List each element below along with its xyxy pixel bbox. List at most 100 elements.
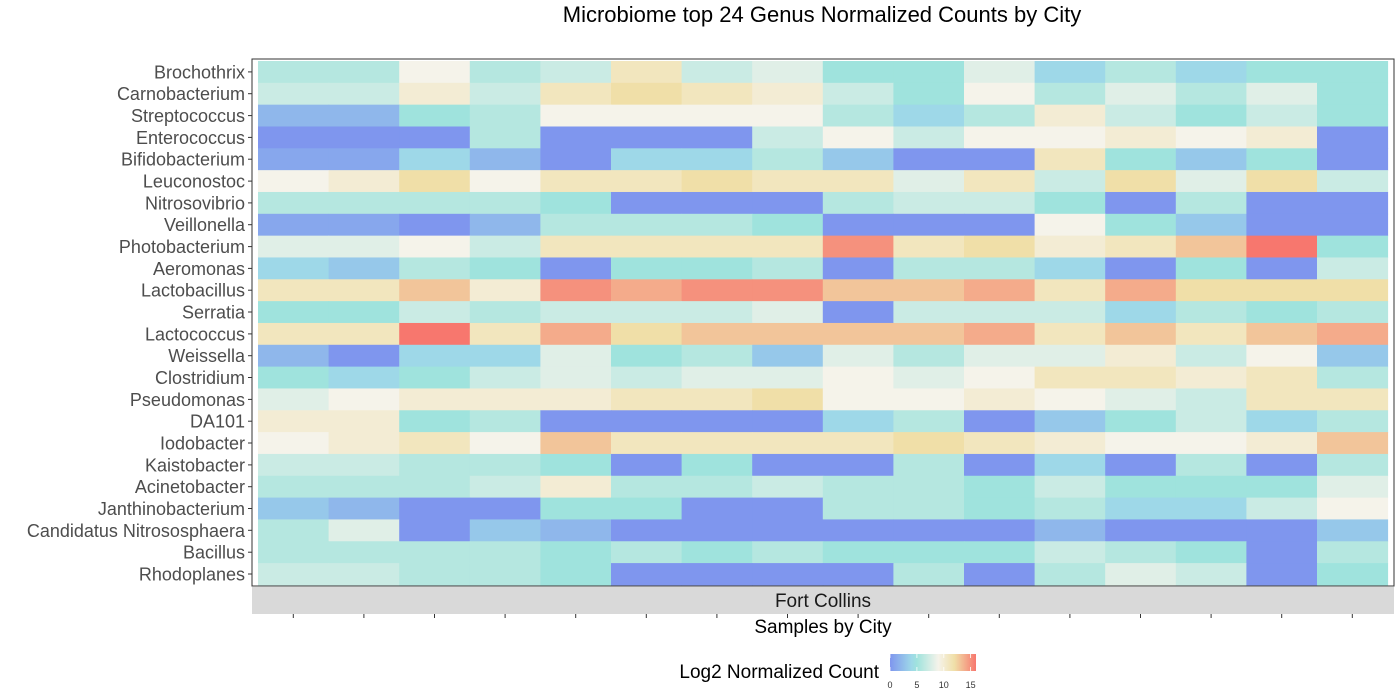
heatmap-cell [258, 126, 330, 149]
legend-ticks: 0 5 10 15 [887, 654, 976, 690]
heatmap-cell [964, 497, 1036, 520]
heatmap-cell [611, 148, 683, 171]
heatmap-cell [611, 541, 683, 564]
heatmap-cell [752, 388, 824, 411]
heatmap-cell [752, 213, 824, 237]
heatmap-cell [328, 148, 400, 171]
heatmap-cell [469, 126, 541, 149]
heatmap-cell [1246, 410, 1318, 433]
heatmap-cell [540, 475, 612, 499]
heatmap-cell [752, 82, 824, 106]
heatmap-cell [469, 497, 541, 520]
heatmap-cell [822, 213, 894, 237]
heatmap-cell [752, 432, 824, 455]
heatmap-cell [399, 322, 471, 346]
heatmap-cell [681, 61, 753, 84]
heatmap-cell [328, 388, 400, 411]
heatmap-cell [1175, 563, 1247, 586]
heatmap-cell [1105, 432, 1177, 455]
heatmap-cell [822, 61, 894, 84]
heatmap-cell [893, 191, 965, 215]
heatmap-cell [1317, 410, 1389, 433]
heatmap-cell [681, 301, 753, 324]
heatmap-cell [258, 301, 330, 324]
heatmap-cell [611, 257, 683, 280]
heatmap-cell [681, 126, 753, 149]
heatmap-cell [328, 563, 400, 586]
heatmap-cell [822, 148, 894, 171]
heatmap-cell [469, 432, 541, 455]
heatmap-cell [1034, 126, 1106, 149]
heatmap-cell [752, 170, 824, 193]
heatmap-cell [752, 191, 824, 215]
heatmap-cell [258, 497, 330, 520]
heatmap-cell [1105, 497, 1177, 520]
heatmap-cell [1175, 126, 1247, 149]
heatmap-cell [399, 191, 471, 215]
heatmap-cell [1034, 301, 1106, 324]
heatmap-cell [1246, 563, 1318, 586]
heatmap-cell [1246, 279, 1318, 302]
heatmap-cell [1317, 344, 1389, 368]
heatmap-cell [611, 410, 683, 433]
genus-label: Photobacterium [119, 237, 245, 257]
heatmap-cell [964, 432, 1036, 455]
heatmap-cell [964, 475, 1036, 499]
heatmap-cell [1105, 453, 1177, 477]
heatmap-cell [1175, 410, 1247, 433]
heatmap-cell [258, 235, 330, 258]
heatmap-cell [1034, 257, 1106, 280]
heatmap-cell [399, 148, 471, 171]
heatmap-cell [540, 191, 612, 215]
heatmap-cell [540, 322, 612, 346]
heatmap-cell [258, 104, 330, 127]
genus-label: Clostridium [155, 368, 245, 388]
heatmap-cell [469, 475, 541, 499]
heatmap-cell [681, 279, 753, 302]
heatmap-cell [1246, 388, 1318, 411]
heatmap-cell [1105, 410, 1177, 433]
heatmap-cell [1317, 541, 1389, 564]
heatmap-cell [1246, 453, 1318, 477]
heatmap-cell [681, 322, 753, 346]
heatmap-cell [752, 519, 824, 542]
heatmap-cell [752, 61, 824, 84]
heatmap-cell [1175, 453, 1247, 477]
heatmap-cell [964, 366, 1036, 389]
heatmap-cell [399, 366, 471, 389]
heatmap-cell [752, 235, 824, 258]
heatmap-cell [893, 235, 965, 258]
heatmap-cell [399, 213, 471, 237]
heatmap-cell [1175, 61, 1247, 84]
heatmap-cell [681, 388, 753, 411]
heatmap-cell [1105, 279, 1177, 302]
genus-label: Bacillus [183, 543, 245, 563]
heatmap-cell [540, 563, 612, 586]
heatmap-cell [469, 366, 541, 389]
heatmap-cell [469, 170, 541, 193]
heatmap-cell [540, 257, 612, 280]
heatmap-cell [964, 410, 1036, 433]
heatmap-cell [1246, 519, 1318, 542]
heatmap-cell [469, 322, 541, 346]
heatmap-cell [822, 301, 894, 324]
heatmap-cell [399, 301, 471, 324]
heatmap-cell [822, 235, 894, 258]
heatmap-cell [964, 388, 1036, 411]
heatmap-cell [611, 563, 683, 586]
heatmap-cell [611, 61, 683, 84]
heatmap-cell [681, 213, 753, 237]
heatmap-cell [611, 126, 683, 149]
genus-label: Serratia [182, 303, 246, 323]
heatmap-cell [328, 497, 400, 520]
heatmap-cell [1105, 344, 1177, 368]
heatmap-cell [964, 104, 1036, 127]
heatmap-cell [822, 475, 894, 499]
heatmap-cell [1317, 366, 1389, 389]
heatmap-cell [540, 61, 612, 84]
genus-label: Veillonella [164, 215, 246, 235]
heatmap-cell [1317, 388, 1389, 411]
heatmap-cell [611, 322, 683, 346]
heatmap-cell [893, 388, 965, 411]
heatmap-cell [822, 344, 894, 368]
